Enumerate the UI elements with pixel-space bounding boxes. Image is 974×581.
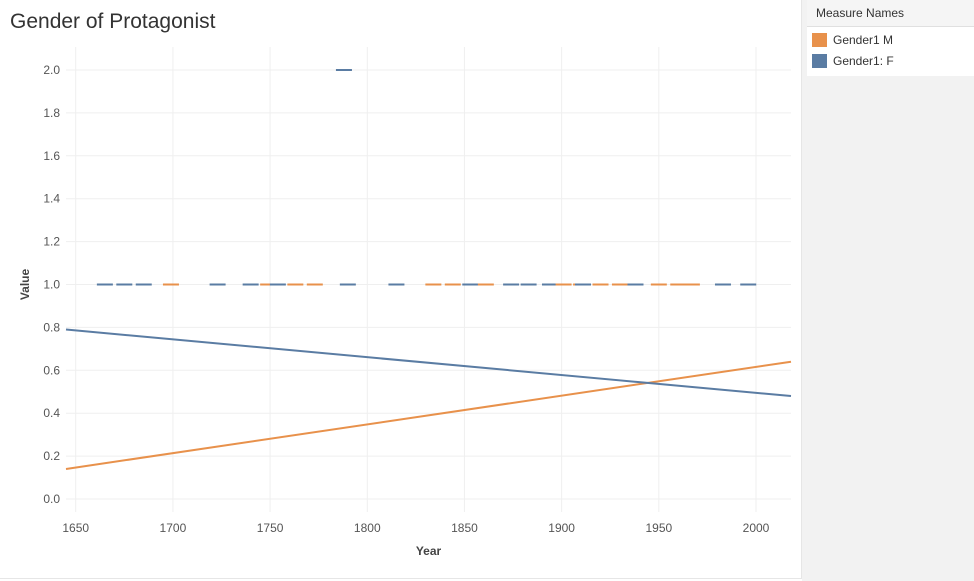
x-tick-label: 2000 — [743, 521, 770, 535]
trend-line — [65, 328, 792, 398]
y-tick-label: 1.4 — [43, 192, 60, 206]
y-tick-label: 2.0 — [43, 63, 60, 77]
y-tick-label: 0.4 — [43, 406, 60, 420]
legend-item-gender1-f[interactable]: Gender1: F — [812, 52, 894, 70]
legend-item-gender1-m[interactable]: Gender1 M — [812, 31, 893, 49]
plot-area[interactable]: 1650 1700 1750 1800 1850 1900 1950 2000 0.0 0.2 0.… — [0, 0, 801, 578]
y-tick-label: 0.2 — [43, 449, 60, 463]
x-tick-label: 1700 — [160, 521, 187, 535]
trend-line — [65, 360, 792, 470]
legend-panel-background — [802, 0, 974, 581]
x-tick-label: 1950 — [645, 521, 672, 535]
y-tick-label: 1.8 — [43, 106, 60, 120]
y-tick-label: 1.0 — [43, 278, 60, 292]
legend-label-gender1-m: Gender1 M — [833, 33, 894, 47]
legend-label-gender1-f: Gender1: F — [833, 54, 894, 68]
x-axis-title: Year — [416, 544, 442, 558]
legend-swatch-gender1-f — [812, 54, 827, 68]
y-tick-label: 0.0 — [43, 492, 60, 506]
x-tick-label: 1900 — [548, 521, 575, 535]
x-tick-label: 1650 — [62, 521, 89, 535]
legend-header: Measure Names — [807, 0, 974, 27]
chart-pane: Gender of Protagonist 1650 1700 1750 1800 18… — [0, 0, 802, 579]
x-tick-label: 1750 — [257, 521, 284, 535]
y-axis-title: Value — [18, 269, 32, 301]
legend-swatch-gender1-m — [812, 33, 827, 47]
y-tick-label: 0.6 — [43, 363, 60, 377]
x-tick-label: 1850 — [451, 521, 478, 535]
x-tick-label: 1800 — [354, 521, 381, 535]
y-tick-label: 1.6 — [43, 149, 60, 163]
y-tick-label: 1.2 — [43, 235, 60, 249]
chart-title: Gender of Protagonist — [10, 10, 216, 33]
y-tick-label: 0.8 — [43, 320, 60, 334]
legend: Measure Names Gender1 M Gender1: F — [807, 0, 974, 76]
